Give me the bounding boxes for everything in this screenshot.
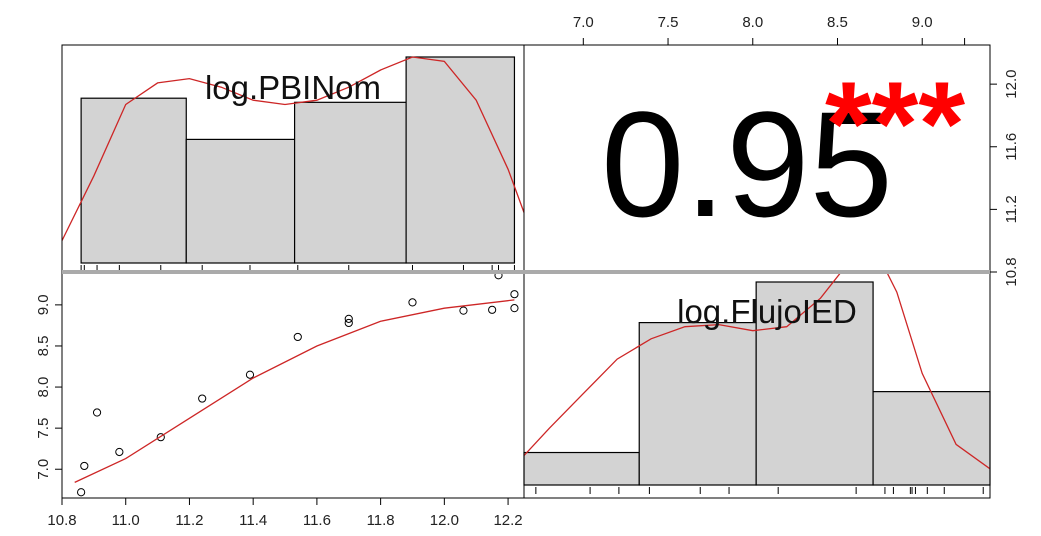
outer-axes: 10.8 11.0 11.2 11.4 11.6 11.8 12.0 12.2 7.0 7.5 8.…	[35, 14, 1020, 529]
axis-tick-label: 9.0	[35, 294, 52, 315]
scatter-point	[510, 304, 519, 313]
axis-tick-label: 12.0	[430, 512, 459, 529]
axis-tick-label: 11.8	[367, 512, 395, 529]
axis-tick-label: 12.2	[493, 512, 522, 529]
hist-bar	[638, 322, 757, 486]
scatter-point	[245, 370, 255, 379]
scatter-point	[408, 298, 417, 307]
scatter-point	[510, 290, 519, 299]
hist-bar	[405, 56, 516, 264]
hist-bar	[185, 138, 296, 264]
axis-tick-label: 7.0	[573, 14, 594, 31]
axis-tick-label: 10.8	[47, 512, 76, 529]
scatter-point	[293, 332, 302, 342]
scatter-point	[344, 318, 353, 328]
axis-tick-label: 7.0	[35, 459, 52, 480]
axis-tick-label: 11.6	[1003, 133, 1020, 161]
hist-bar	[755, 281, 874, 486]
axis-tick-label: 8.0	[35, 377, 52, 398]
scatter-point	[459, 306, 468, 315]
axis-tick-label: 11.0	[112, 512, 140, 529]
axis-tick-label: 12.0	[1003, 70, 1020, 99]
axis-tick-label: 8.5	[35, 336, 52, 357]
density-curve	[524, 272, 990, 470]
axis-tick-label: 11.2	[1003, 195, 1020, 223]
scatter-point	[92, 408, 102, 417]
variable-label: log.PBINom	[205, 69, 381, 106]
axis-tick-label: 7.5	[658, 14, 679, 31]
hist-bar	[293, 101, 407, 264]
scatter-point	[488, 305, 497, 314]
panel-correlation: 0.95***	[601, 57, 965, 248]
axis-tick-label: 11.2	[175, 512, 203, 529]
hist-bar	[872, 391, 991, 486]
axis-tick-label: 8.0	[742, 14, 763, 31]
axis-tick-label: 7.5	[35, 418, 52, 439]
smooth-line	[74, 299, 515, 483]
hist-bar	[80, 97, 187, 264]
hist-bar	[523, 451, 640, 486]
correlation-value: 0.95	[601, 80, 893, 248]
scatter-point	[344, 314, 353, 323]
density-curve	[61, 56, 525, 241]
panel-frame	[61, 271, 525, 499]
axis-tick-label: 11.6	[303, 512, 331, 529]
scatter-point	[198, 394, 207, 403]
scatter-point	[156, 433, 165, 442]
scatter-point	[77, 488, 86, 497]
significance-stars: ***	[825, 57, 965, 191]
axis-tick-label: 10.8	[1003, 257, 1020, 286]
variable-label: log.FlujoIED	[677, 293, 857, 330]
panel-scatter	[74, 271, 519, 497]
scatter-point	[115, 447, 124, 457]
panel-hist-log-flujoied: log.FlujoIED	[523, 272, 991, 494]
scatter-point	[80, 461, 89, 471]
panel-hist-log-pbinom: log.PBINom	[61, 56, 525, 272]
axis-tick-label: 11.4	[239, 512, 267, 529]
axis-tick-label: 9.0	[912, 14, 933, 31]
axis-tick-label: 8.5	[827, 14, 848, 31]
